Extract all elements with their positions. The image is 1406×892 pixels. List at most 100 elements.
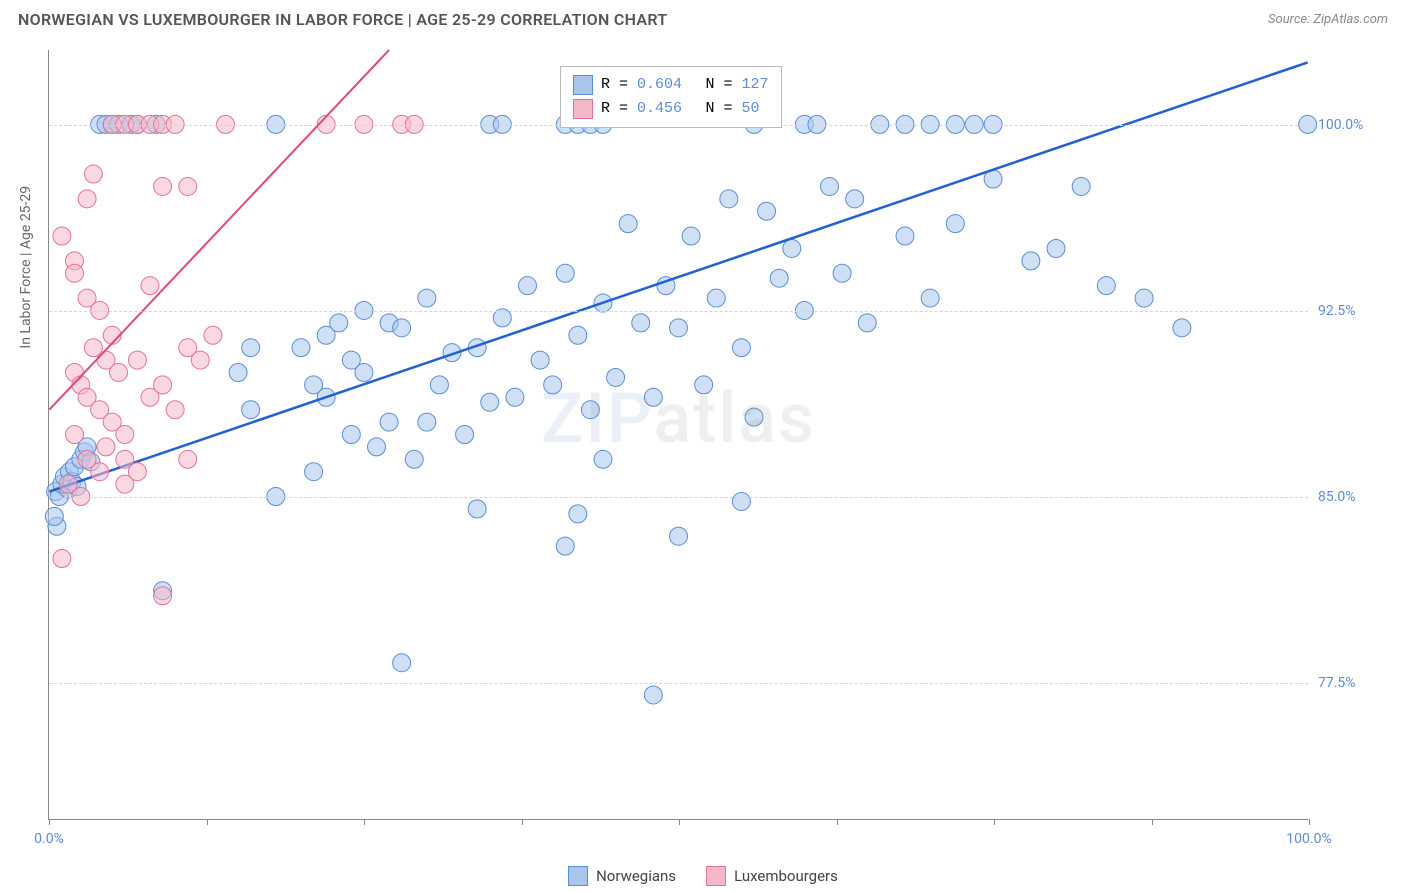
data-point <box>229 363 247 381</box>
chart-container: NORWEGIAN VS LUXEMBOURGER IN LABOR FORCE… <box>0 0 1406 892</box>
data-point <box>670 319 688 337</box>
data-point <box>758 202 776 220</box>
stat-r-label: R = 0.604 <box>601 73 682 97</box>
data-point <box>921 289 939 307</box>
data-point <box>456 426 474 444</box>
data-point <box>368 438 386 456</box>
data-point <box>556 537 574 555</box>
data-point <box>116 426 134 444</box>
data-point <box>166 401 184 419</box>
y-tick-label: 77.5% <box>1318 675 1398 691</box>
data-point <box>821 177 839 195</box>
legend-item: Luxembourgers <box>706 866 838 886</box>
data-point <box>128 463 146 481</box>
data-point <box>191 351 209 369</box>
data-point <box>418 289 436 307</box>
stats-row: R = 0.456 N = 50 <box>573 97 769 121</box>
y-axis-title: In Labor Force | Age 25-29 <box>18 186 34 349</box>
data-point <box>393 654 411 672</box>
x-tick <box>1309 819 1310 825</box>
data-point <box>141 388 159 406</box>
legend-swatch <box>706 866 726 886</box>
y-tick-label: 85.0% <box>1318 489 1398 505</box>
gridline <box>49 497 1308 498</box>
x-tick <box>1152 819 1153 825</box>
data-point <box>141 277 159 295</box>
data-point <box>91 463 109 481</box>
data-point <box>644 686 662 704</box>
data-point <box>97 438 115 456</box>
x-tick <box>364 819 365 825</box>
data-point <box>858 314 876 332</box>
data-point <box>720 190 738 208</box>
data-point <box>556 264 574 282</box>
x-tick <box>679 819 680 825</box>
stat-n-value: 50 <box>742 100 760 117</box>
data-point <box>531 351 549 369</box>
data-point <box>695 376 713 394</box>
data-point <box>330 314 348 332</box>
x-tick <box>49 819 50 825</box>
data-point <box>430 376 448 394</box>
data-point <box>468 500 486 518</box>
trend-line <box>49 50 389 410</box>
data-point <box>607 368 625 386</box>
gridline <box>49 311 1308 312</box>
data-point <box>393 319 411 337</box>
data-point <box>154 587 172 605</box>
x-tick-label: 0.0% <box>34 831 64 847</box>
legend-label: Luxembourgers <box>734 867 838 885</box>
title-bar: NORWEGIAN VS LUXEMBOURGER IN LABOR FORCE… <box>0 0 1406 37</box>
data-point <box>833 264 851 282</box>
data-point <box>405 450 423 468</box>
data-point <box>53 227 71 245</box>
data-point <box>670 527 688 545</box>
data-point <box>707 289 725 307</box>
data-point <box>84 165 102 183</box>
x-tick <box>207 819 208 825</box>
stats-legend: R = 0.604 N = 127R = 0.456 N = 50 <box>560 66 782 128</box>
stat-n-label: N = 127 <box>705 73 768 97</box>
data-point <box>506 388 524 406</box>
data-point <box>305 463 323 481</box>
data-point <box>783 239 801 257</box>
data-point <box>53 550 71 568</box>
stat-r-value: 0.456 <box>637 100 682 117</box>
y-tick-label: 92.5% <box>1318 303 1398 319</box>
gridline <box>49 683 1308 684</box>
data-point <box>1072 177 1090 195</box>
data-point <box>732 492 750 510</box>
stat-r-label: R = 0.456 <box>601 97 682 121</box>
data-point <box>45 507 63 525</box>
data-point <box>632 314 650 332</box>
data-point <box>179 450 197 468</box>
data-point <box>1173 319 1191 337</box>
data-point <box>179 177 197 195</box>
source-attribution: Source: ZipAtlas.com <box>1268 12 1388 27</box>
data-point <box>544 376 562 394</box>
data-point <box>594 450 612 468</box>
data-point <box>481 393 499 411</box>
stat-r-value: 0.604 <box>637 76 682 93</box>
x-tick <box>994 819 995 825</box>
data-point <box>65 264 83 282</box>
data-point <box>380 413 398 431</box>
data-point <box>569 505 587 523</box>
data-point <box>110 363 128 381</box>
data-point <box>242 339 260 357</box>
x-tick-label: 100.0% <box>1286 831 1331 847</box>
data-point <box>581 401 599 419</box>
legend-label: Norwegians <box>596 867 676 885</box>
data-point <box>355 363 373 381</box>
data-point <box>946 215 964 233</box>
data-point <box>154 177 172 195</box>
data-point <box>418 413 436 431</box>
data-point <box>65 426 83 444</box>
data-point <box>519 277 537 295</box>
data-point <box>78 190 96 208</box>
data-point <box>896 227 914 245</box>
stat-n-value: 127 <box>742 76 769 93</box>
data-point <box>128 351 146 369</box>
data-point <box>846 190 864 208</box>
data-point <box>204 326 222 344</box>
